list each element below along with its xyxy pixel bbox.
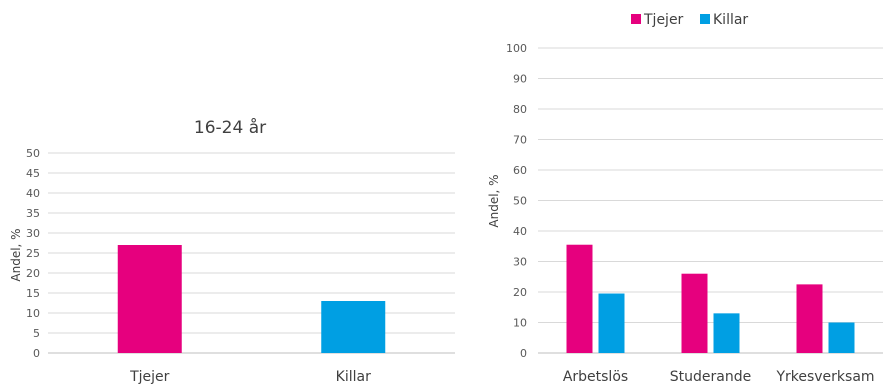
y-tick-label: 10 [513,317,527,330]
y-tick-label: 40 [513,225,527,238]
bar-tjejer [118,245,182,353]
y-tick-label: 20 [513,286,527,299]
y-tick-label: 45 [26,167,40,180]
legend-swatch-killar [700,14,710,24]
bar-tjejer-arbetslös [567,245,593,353]
legend-swatch-tjejer [631,14,641,24]
y-tick-label: 0 [520,347,527,360]
x-category-label: Tjejer [129,369,170,385]
y-tick-label: 40 [26,187,40,200]
y-tick-label: 90 [513,73,527,86]
bar-killar [321,301,385,353]
y-tick-label: 10 [26,307,40,320]
bar-killar-arbetslös [599,294,625,353]
x-category-label: Yrkesverksam [775,369,874,385]
legend: Tjejer Killar [631,12,748,28]
y-tick-label: 25 [26,247,40,260]
chart-16-24: 16-24 år Andel, % 0 5 10 15 20 25 30 35 40 45 50 T… [9,117,455,385]
y-axis-label: Andel, % [9,228,23,281]
y-tick-label: 20 [26,267,40,280]
legend-label: Tjejer [643,12,684,28]
x-category-label: Killar [336,369,371,385]
legend-label: Killar [713,12,748,28]
y-tick-label: 35 [26,207,40,220]
y-tick-label: 100 [506,42,527,55]
y-tick-label: 0 [33,347,40,360]
bar-tjejer-yrkesverksam [797,284,823,353]
chart-by-occupation: Tjejer Killar Andel, % 0 10 20 30 40 50 60 70 80 9… [487,12,883,385]
y-tick-label: 50 [26,147,40,160]
y-tick-label: 80 [513,103,527,116]
y-tick-label: 5 [33,327,40,340]
y-tick-label: 30 [513,256,527,269]
y-tick-label: 30 [26,227,40,240]
bar-tjejer-studerande [682,274,708,353]
y-tick-label: 60 [513,164,527,177]
bar-killar-studerande [714,313,740,353]
bar-killar-yrkesverksam [829,323,855,354]
y-tick-label: 70 [513,134,527,147]
chart-title: 16-24 år [194,117,266,138]
x-category-label: Arbetslös [563,369,628,385]
y-tick-label: 15 [26,287,40,300]
x-category-label: Studerande [670,369,751,385]
y-tick-label: 50 [513,195,527,208]
y-axis-label: Andel, % [487,174,501,227]
